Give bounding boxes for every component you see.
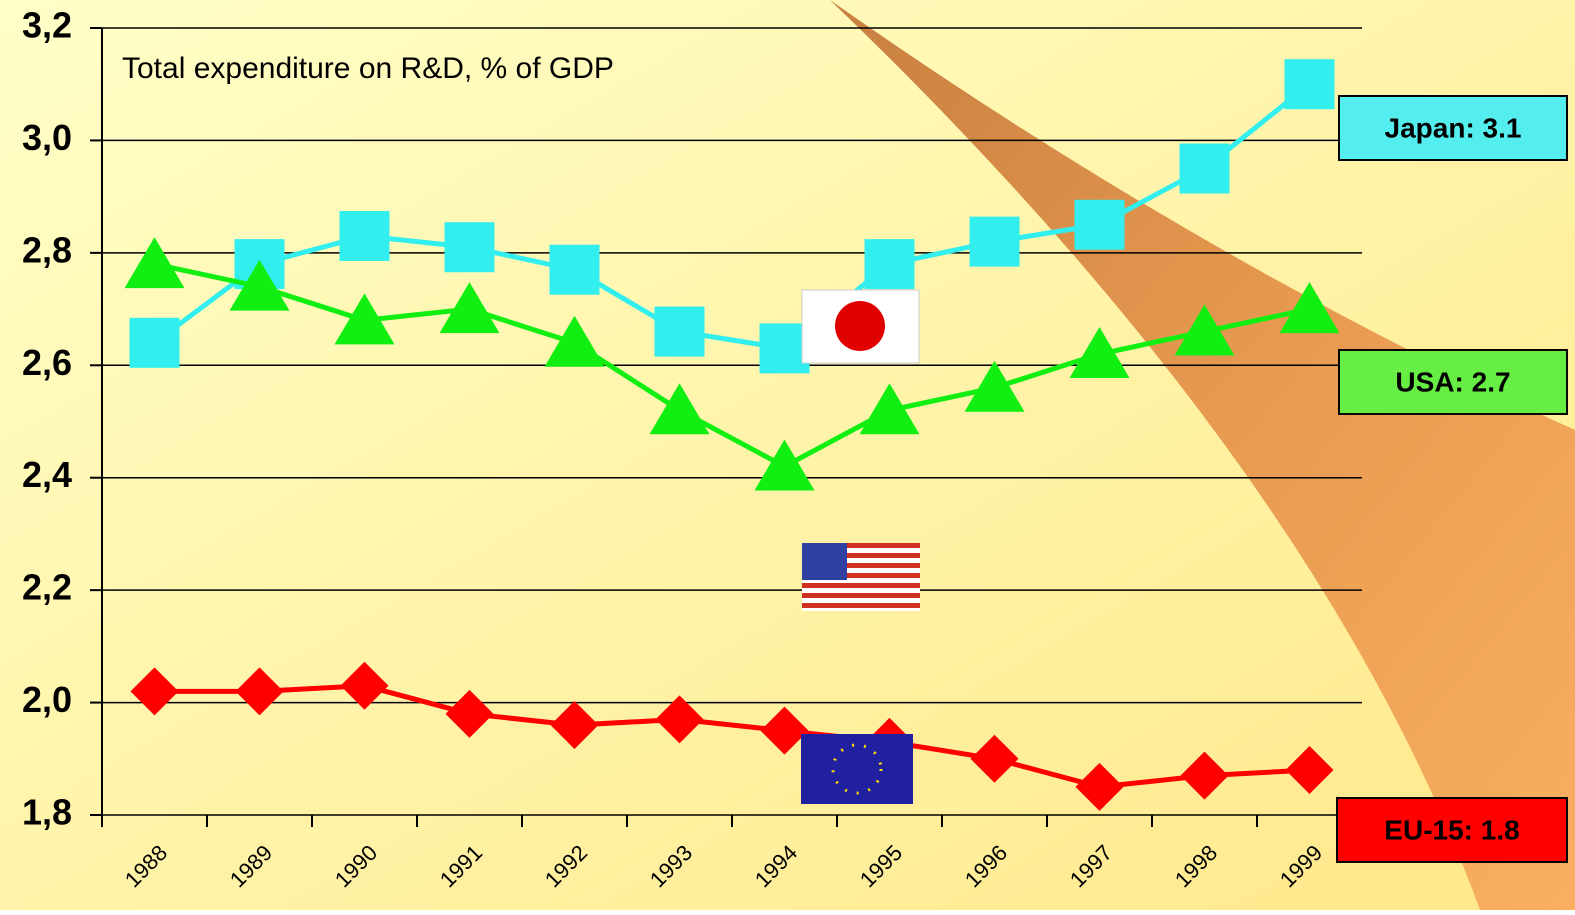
square-marker bbox=[759, 323, 810, 374]
diamond-marker bbox=[550, 701, 599, 750]
y-tick-label: 2,0 bbox=[22, 679, 72, 720]
series-label: Japan: 3.1 bbox=[1385, 112, 1522, 143]
diamond-marker bbox=[1075, 762, 1124, 811]
y-tick-label: 3,2 bbox=[22, 5, 72, 46]
japan-flag bbox=[801, 289, 920, 364]
series-label: EU-15: 1.8 bbox=[1384, 814, 1519, 845]
square-marker bbox=[444, 222, 495, 273]
y-tick-label: 2,4 bbox=[22, 454, 72, 495]
series-label-box bbox=[1338, 349, 1568, 415]
diamond-marker bbox=[130, 667, 179, 716]
diamond-marker bbox=[760, 706, 809, 755]
diamond-marker bbox=[340, 661, 389, 710]
square-marker bbox=[1284, 59, 1335, 110]
diamond-marker bbox=[1285, 746, 1334, 795]
triangle-marker bbox=[124, 237, 185, 289]
series-label-box bbox=[1338, 95, 1568, 161]
square-marker bbox=[549, 244, 600, 295]
triangle-marker bbox=[334, 293, 395, 345]
square-marker bbox=[864, 239, 915, 290]
usa-flag bbox=[802, 543, 920, 611]
series-label: USA: 2.7 bbox=[1395, 366, 1510, 397]
diamond-marker bbox=[970, 734, 1019, 783]
square-marker bbox=[969, 216, 1020, 267]
square-marker bbox=[1179, 143, 1230, 194]
square-marker bbox=[339, 210, 390, 261]
chart-title: Total expenditure on R&D, % of GDP bbox=[122, 52, 614, 85]
y-tick-label: 3,0 bbox=[22, 117, 72, 158]
triangle-marker bbox=[754, 439, 815, 491]
triangle-marker bbox=[1069, 327, 1130, 379]
series-label-box bbox=[1336, 797, 1568, 863]
triangle-marker bbox=[1279, 282, 1340, 334]
eu-flag bbox=[801, 734, 913, 804]
triangle-marker bbox=[859, 383, 920, 435]
diamond-marker bbox=[1180, 751, 1229, 800]
triangle-marker bbox=[544, 315, 605, 367]
y-tick-label: 2,6 bbox=[22, 342, 72, 383]
decorative-swoosh bbox=[830, 0, 1575, 910]
triangle-marker bbox=[964, 360, 1025, 412]
triangle-marker bbox=[1174, 304, 1235, 356]
triangle-marker bbox=[649, 383, 710, 435]
diamond-marker bbox=[235, 667, 284, 716]
y-tick-label: 2,8 bbox=[22, 229, 72, 270]
y-tick-label: 1,8 bbox=[22, 792, 72, 833]
square-marker bbox=[1074, 199, 1125, 250]
diamond-marker bbox=[445, 689, 494, 738]
square-marker bbox=[654, 306, 705, 357]
y-tick-label: 2,2 bbox=[22, 567, 72, 608]
series-line bbox=[153, 261, 1311, 470]
diamond-marker bbox=[655, 695, 704, 744]
triangle-marker bbox=[229, 259, 290, 311]
triangle-marker bbox=[439, 282, 500, 334]
square-marker bbox=[129, 317, 180, 368]
